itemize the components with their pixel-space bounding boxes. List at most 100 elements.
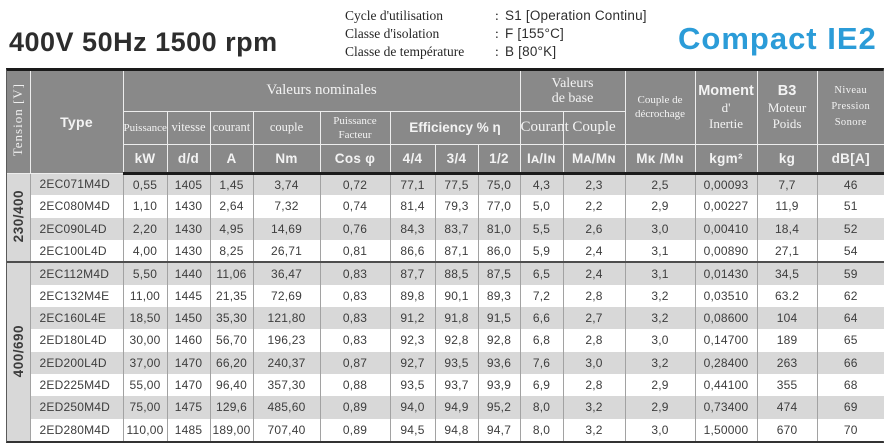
sub-header-courant: courant: [209, 110, 254, 145]
value-cell: 6,9: [519, 373, 564, 397]
group-header-couple-decrochage: Couple de décrochage: [624, 71, 696, 145]
niveau-line1: Niveau: [834, 85, 868, 97]
value-cell: 3,0: [624, 418, 696, 441]
table-row: 2ED180L4D 30,00 1460 56,70 196,23 0,83 92,3 92,…: [7, 329, 885, 352]
unit-kgm2: kgm²: [694, 143, 758, 175]
value-cell: 1485: [166, 418, 211, 441]
value-cell: 36,47: [252, 261, 321, 285]
value-cell: 2,64: [209, 195, 254, 218]
value-cell: 2,20: [122, 217, 168, 240]
value-cell: 0,00410: [694, 217, 758, 240]
value-cell: 2,9: [624, 373, 696, 397]
motor-type: 2EC080M4D: [30, 195, 124, 218]
motor-type: 2EC071M4D: [29, 173, 124, 196]
decrochage-line2: décrochage: [634, 108, 686, 121]
header-row-groups: Tension [V] Type Valeurs nominales Valeu…: [7, 71, 885, 174]
value-cell: 14,69: [252, 217, 321, 240]
value-cell: 79,3: [434, 195, 479, 218]
info-label: Classe d'isolation: [345, 26, 440, 41]
motor-type: 2EC100L4D: [30, 239, 124, 263]
value-cell: 355: [756, 373, 818, 397]
value-cell: 87,1: [434, 239, 479, 263]
unit-eff-4-4: 4/4: [389, 143, 436, 175]
value-cell: 2,4: [562, 239, 626, 263]
sub-header-efficiency: Efficiency % η: [389, 110, 521, 145]
decrochage-line1: Couple de: [637, 94, 683, 107]
table-row: 2ED225M4D 55,00 1470 96,40 357,30 0,88 93,5 93,…: [7, 373, 885, 397]
value-cell: 196,23: [252, 329, 321, 352]
value-cell: 110,00: [122, 418, 168, 441]
value-cell: 86,0: [477, 239, 521, 263]
group-header-niveau-sonore: Niveau Pression Sonore: [816, 71, 885, 145]
value-cell: 18,50: [122, 306, 168, 330]
value-cell: 94,9: [434, 396, 479, 419]
b3-line2: Moteur: [767, 99, 807, 115]
value-cell: 2,7: [562, 306, 626, 330]
value-cell: 68: [816, 373, 885, 397]
value-cell: 2,5: [624, 173, 696, 196]
motor-type: 2ED200L4D: [30, 351, 124, 374]
value-cell: 51: [816, 195, 885, 218]
sub-header-puissance: Puissance: [123, 110, 168, 145]
info-label: Classe de température: [345, 44, 465, 59]
value-cell: 92,3: [389, 329, 436, 352]
value-cell: 95,2: [477, 396, 521, 419]
value-cell: 1,50000: [694, 418, 758, 441]
value-cell: 6,6: [519, 306, 564, 330]
value-cell: 77,0: [477, 195, 521, 218]
col-header-type: Type: [29, 71, 124, 174]
info-row-temperature: Classe de température : B [80°K]: [345, 43, 647, 61]
value-cell: 3,2: [624, 306, 696, 330]
value-cell: 7,7: [756, 173, 818, 196]
table-body: 230/400 2EC071M4D 0,55 1405 1,45 3,74 0,72 77,1…: [7, 173, 885, 441]
value-cell: 7,6: [519, 351, 564, 374]
value-cell: 93,9: [477, 373, 521, 397]
value-cell: 77,5: [434, 173, 479, 196]
value-cell: 0,01430: [694, 261, 758, 285]
moment-line1: Moment: [698, 82, 754, 99]
value-cell: 189: [756, 329, 818, 352]
motor-type: 2ED250M4D: [30, 396, 124, 419]
value-cell: 92,7: [389, 351, 436, 374]
value-cell: 4,95: [209, 217, 254, 240]
info-separator: :: [495, 8, 499, 23]
value-cell: 77,1: [389, 173, 436, 196]
motor-type: 2EC132M4E: [30, 284, 124, 307]
unit-mk-mn: Mᴋ /Mɴ: [624, 143, 696, 175]
value-cell: 0,88: [319, 373, 391, 397]
unit-eff-1-2: 1/2: [477, 143, 521, 175]
value-cell: 96,40: [209, 373, 254, 397]
value-cell: 89,8: [389, 284, 436, 307]
value-cell: 3,74: [252, 173, 321, 196]
value-cell: 93,6: [477, 351, 521, 374]
value-cell: 2,9: [624, 396, 696, 419]
value-cell: 2,8: [562, 284, 626, 307]
value-cell: 0,00227: [694, 195, 758, 218]
value-cell: 3,0: [562, 351, 626, 374]
value-cell: 3,2: [562, 418, 626, 441]
value-cell: 0,76: [319, 217, 391, 240]
info-label: Cycle d'utilisation: [345, 8, 444, 23]
value-cell: 92,8: [434, 329, 479, 352]
sub-header-base-couple: Couple: [562, 110, 626, 145]
value-cell: 357,30: [252, 373, 321, 397]
value-cell: 0,08600: [694, 306, 758, 330]
valeurs-de-base-line2: de base: [551, 90, 594, 106]
value-cell: 3,0: [624, 217, 696, 240]
group-header-valeurs-nominales: Valeurs nominales: [122, 71, 521, 112]
value-cell: 8,25: [209, 239, 254, 263]
value-cell: 0,87: [319, 351, 391, 374]
value-cell: 87,5: [477, 261, 521, 285]
value-cell: 5,0: [519, 195, 564, 218]
value-cell: 1460: [166, 329, 211, 352]
value-cell: 35,30: [209, 306, 254, 330]
value-cell: 81,0: [477, 217, 521, 240]
unit-kw: kW: [123, 143, 168, 175]
value-cell: 707,40: [252, 418, 321, 441]
moment-line3: Inertie: [709, 115, 743, 131]
value-cell: 189,00: [209, 418, 254, 441]
value-cell: 6,5: [519, 261, 564, 285]
brand-logo: Compact IE2: [678, 21, 877, 56]
value-cell: 84,3: [389, 217, 436, 240]
value-cell: 46: [816, 173, 885, 196]
